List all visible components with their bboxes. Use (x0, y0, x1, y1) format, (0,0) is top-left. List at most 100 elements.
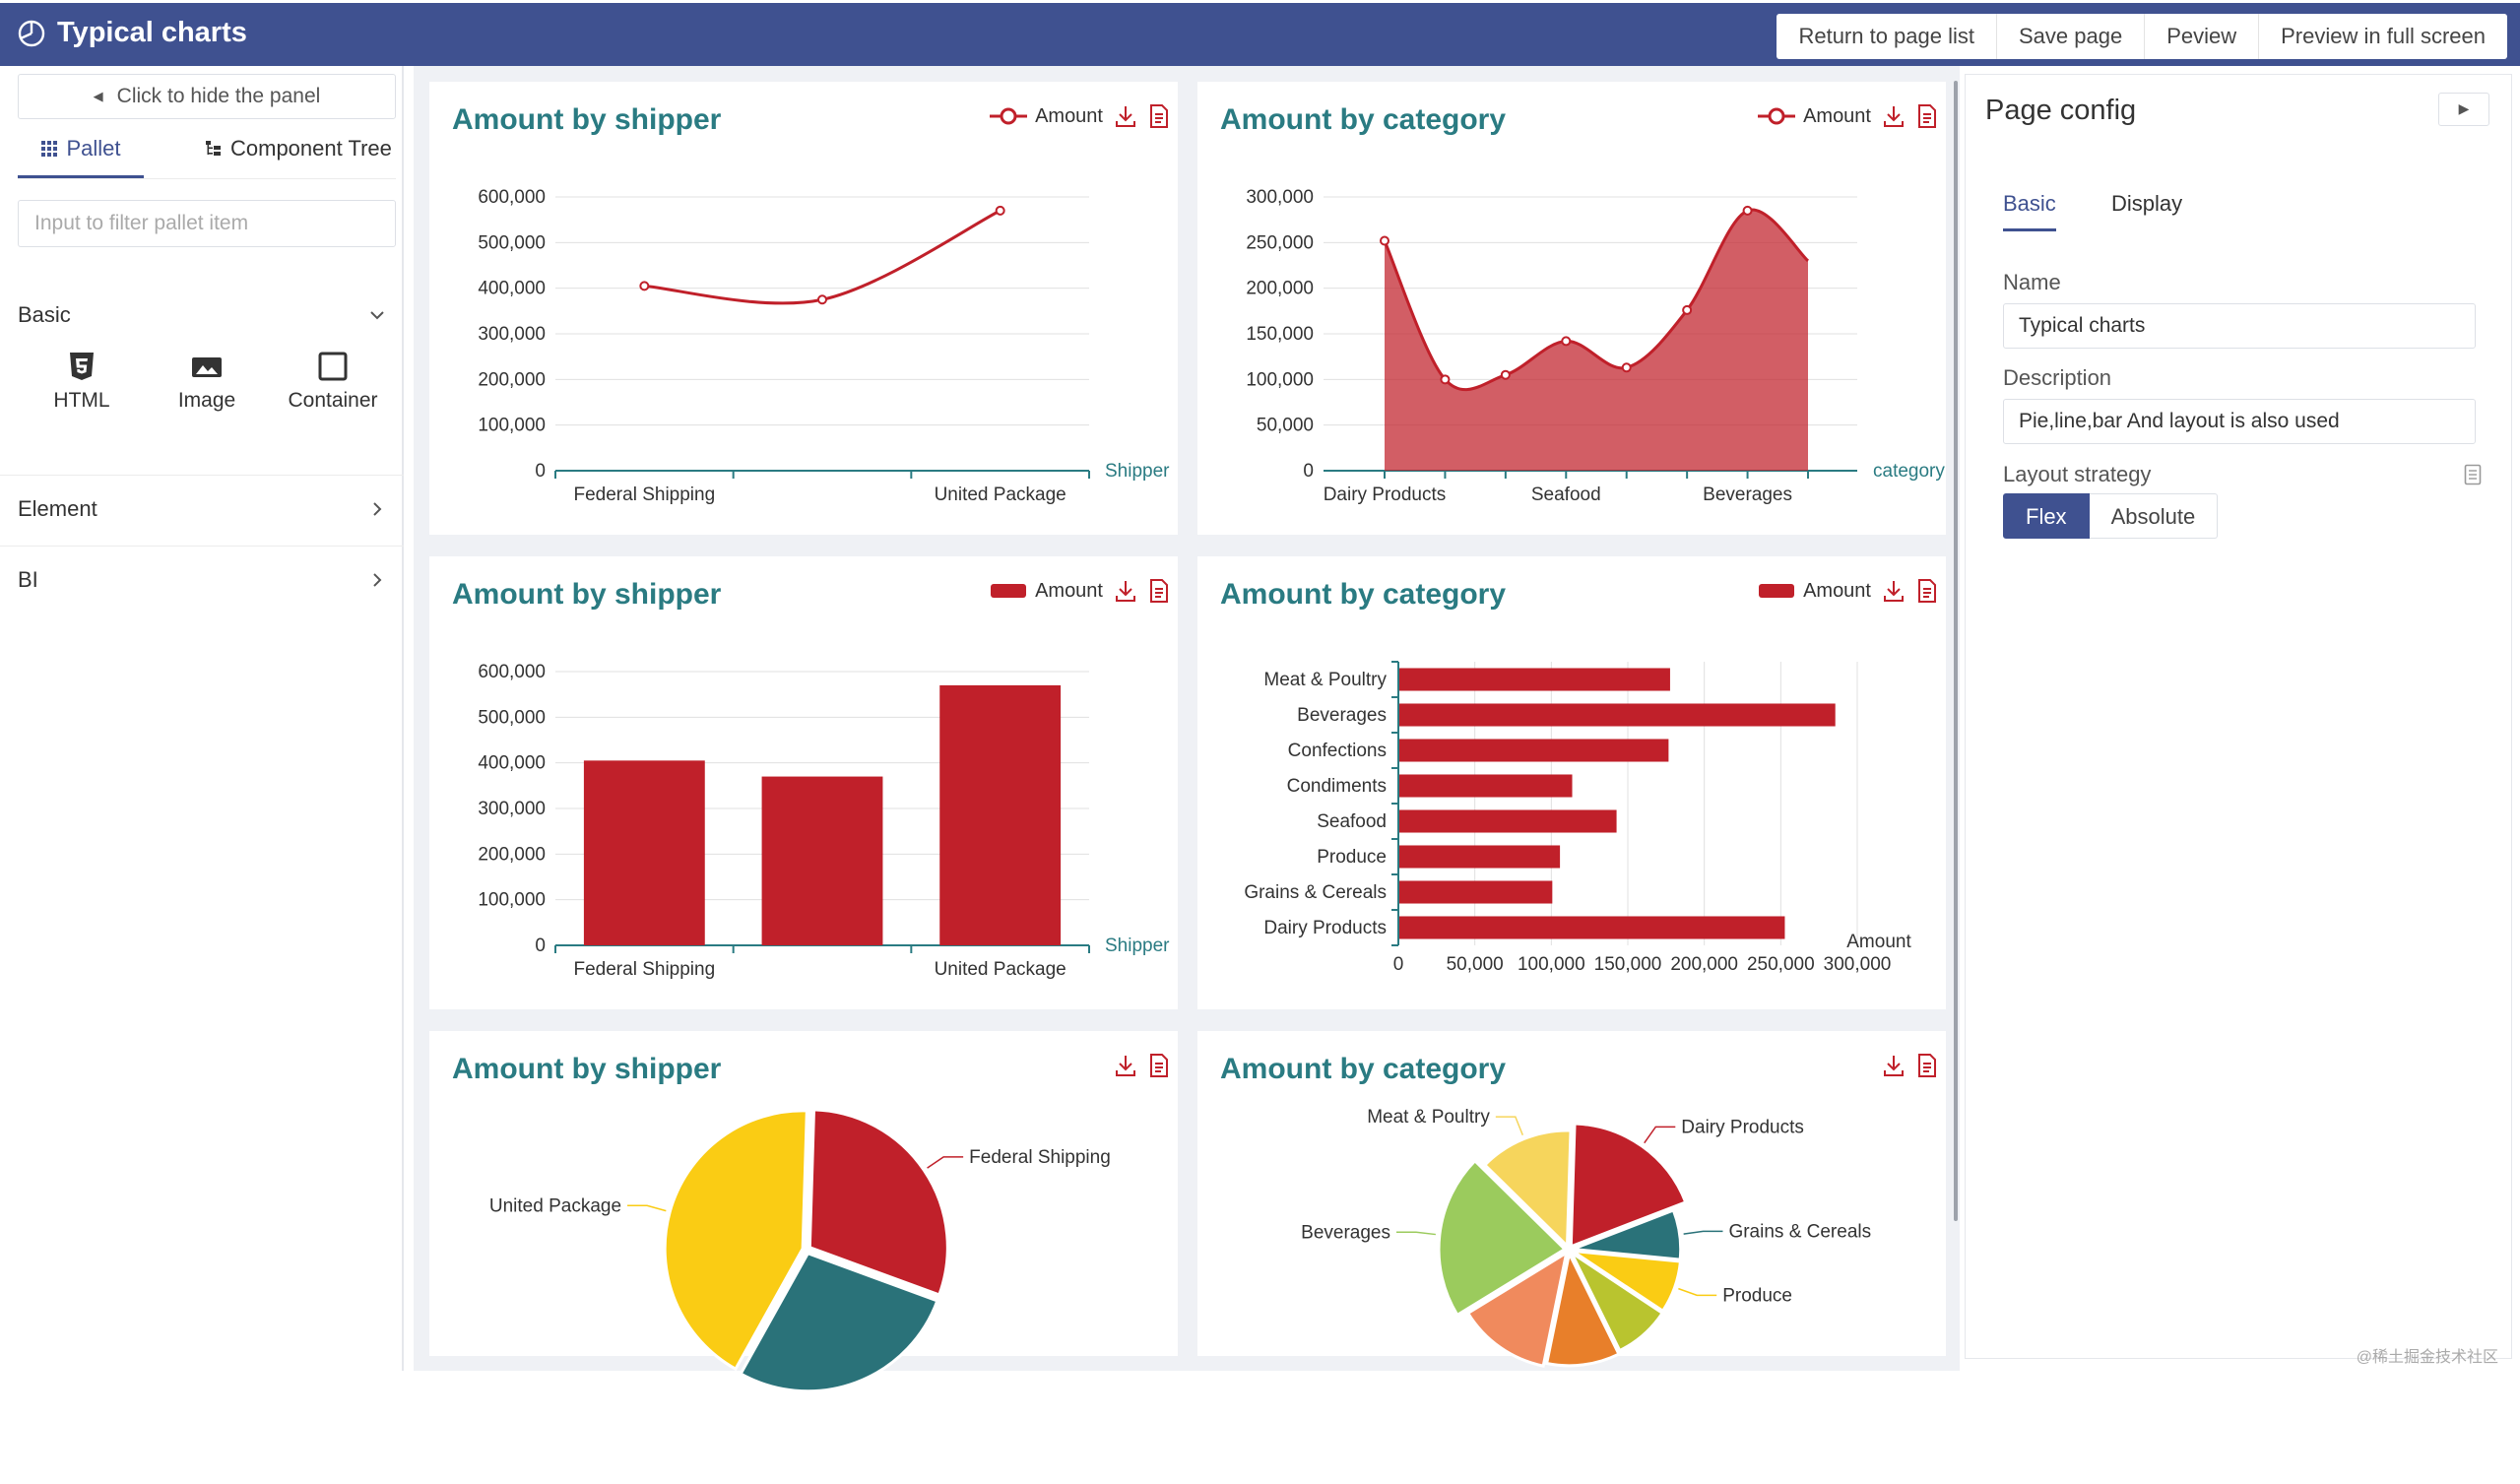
layout-strategy-label: Layout strategy (2003, 462, 2152, 486)
download-icon[interactable] (1881, 1053, 1906, 1078)
download-icon[interactable] (1113, 578, 1138, 604)
legend-item[interactable]: Amount (990, 105, 1103, 128)
chart-toolbar: Amount (1758, 103, 1938, 129)
chevron-down-icon (370, 311, 384, 320)
return-to-page-list-button[interactable]: Return to page list (1798, 24, 1974, 48)
legend-line-marker-icon (990, 107, 1028, 125)
download-glyph (1116, 1056, 1135, 1076)
chevron-right-icon (373, 502, 382, 516)
data-view-icon[interactable] (1148, 103, 1170, 129)
y-tick-label: Seafood (1317, 811, 1387, 832)
hide-panel-label: Click to hide the panel (116, 85, 321, 107)
section-basic-label: Basic (18, 302, 71, 327)
pie-label-line (1678, 1287, 1717, 1297)
description-input[interactable]: Pie,line,bar And layout is also used (2003, 399, 2476, 444)
legend-item[interactable]: Amount (990, 580, 1103, 603)
chart-toolbar (1881, 1053, 1938, 1078)
pallet-item-image[interactable]: Image (153, 352, 261, 413)
data-view-icon[interactable] (1148, 578, 1170, 604)
data-point (995, 205, 1005, 216)
data-view-icon[interactable] (1916, 1053, 1938, 1078)
x-tick-label: 300,000 (1824, 954, 1892, 975)
pie-slice (1482, 1129, 1573, 1250)
y-tick-label: Beverages (1297, 705, 1387, 726)
canvas-scrollbar[interactable] (1954, 81, 1958, 1221)
chart-title: Amount by category (1220, 578, 1507, 611)
chart-title: Amount by shipper (452, 1053, 722, 1085)
y-tick-label: 300,000 (478, 324, 546, 345)
download-icon[interactable] (1113, 1053, 1138, 1078)
layout-flex-option[interactable]: Flex (2003, 493, 2090, 539)
pie-label: Produce (1722, 1285, 1792, 1306)
collapse-right-panel-button[interactable]: ▶ (2438, 93, 2489, 126)
data-view-icon[interactable] (1148, 1053, 1170, 1078)
watermark: @稀土掘金技术社区 (2356, 1349, 2498, 1366)
chart-toolbar: Amount (990, 103, 1170, 129)
x-tick-label: 200,000 (1670, 954, 1738, 975)
data-view-glyph (1918, 104, 1936, 128)
pallet-filter-input[interactable] (18, 200, 396, 247)
tab-basic[interactable]: Basic (2003, 191, 2056, 231)
legend-item[interactable]: Amount (1758, 105, 1871, 128)
caret-left-icon: ◀ (93, 89, 103, 103)
pie-label-line (927, 1156, 964, 1169)
chart-card[interactable]: Amount by category Dairy Products Grains &… (1197, 1031, 1946, 1368)
preview-full-screen-button[interactable]: Preview in full screen (2258, 14, 2507, 59)
name-label: Name (2003, 270, 2061, 294)
x-tick-label: 0 (1393, 954, 1404, 975)
html5-icon (70, 353, 94, 380)
chart-card[interactable]: Amount by shipper Federal Shipping United … (429, 1031, 1178, 1393)
tab-display[interactable]: Display (2111, 191, 2183, 216)
header-actions: Return to page list Save page Peview Pre… (1777, 14, 2507, 59)
data-view-icon[interactable] (1916, 578, 1938, 604)
layout-strategy-toggle: Flex Absolute (2003, 493, 2219, 539)
download-icon[interactable] (1881, 103, 1906, 129)
x-tick-label: 150,000 (1594, 954, 1662, 975)
download-icon[interactable] (1113, 103, 1138, 129)
chart-card[interactable]: Amount by shipper Amount 0 100,000 200,000 30… (429, 82, 1178, 535)
data-view-icon[interactable] (1916, 103, 1938, 129)
y-tick-label: Dairy Products (1263, 918, 1387, 938)
pie-slice (1544, 1249, 1621, 1368)
chart-svg: 0 100,000 200,000 300,000 400,000 500,000 600,… (478, 662, 1170, 980)
bar (939, 684, 1062, 945)
chart-card[interactable]: Amount by category Amount 0 50,000 100,000 15… (1197, 82, 1946, 535)
data-point (639, 281, 650, 291)
pie-slice (1437, 1158, 1568, 1318)
y-tick-label: 600,000 (478, 662, 546, 682)
tab-pallet[interactable]: Pallet (18, 135, 144, 178)
y-tick-label: Condiments (1287, 776, 1387, 797)
data-point (1380, 235, 1389, 246)
y-tick-label: 500,000 (478, 707, 546, 728)
y-tick-label: 500,000 (478, 232, 546, 253)
pallet-item-container[interactable]: Container (279, 352, 387, 413)
legend-item[interactable]: Amount (1758, 580, 1871, 603)
document-icon[interactable] (2464, 464, 2482, 485)
y-tick-label: 250,000 (1246, 232, 1314, 253)
chart-card[interactable]: Amount by category Amount 0 50,000 100,000 15… (1197, 556, 1946, 1009)
caret-right-icon: ▶ (2458, 100, 2470, 116)
chart-card[interactable]: Amount by shipper Amount 0 100,000 200,000 30… (429, 556, 1178, 1009)
legend-label: Amount (1803, 579, 1871, 602)
data-view-glyph (1150, 1054, 1168, 1077)
data-point (1500, 369, 1511, 380)
section-basic-header[interactable]: Basic (18, 302, 396, 332)
grid-dots-icon (41, 141, 58, 157)
section-bi-header[interactable]: BI (18, 567, 396, 597)
save-page-button[interactable]: Save page (1996, 14, 2144, 59)
pie-label-line (1495, 1116, 1523, 1135)
name-input[interactable]: Typical charts (2003, 303, 2476, 349)
chart-toolbar: Amount (990, 578, 1170, 604)
x-tick-label: Beverages (1703, 484, 1792, 505)
pallet-item-html[interactable]: HTML (28, 352, 136, 413)
hide-panel-button[interactable]: ◀ Click to hide the panel (18, 74, 396, 119)
download-icon[interactable] (1881, 578, 1906, 604)
preview-button[interactable]: Peview (2144, 14, 2258, 59)
y-tick-label: 150,000 (1246, 324, 1314, 345)
tab-component-tree[interactable]: Component Tree (205, 135, 392, 178)
section-element-header[interactable]: Element (18, 496, 396, 526)
bar (1399, 845, 1561, 869)
pie-slice (1572, 1208, 1683, 1261)
layout-absolute-option[interactable]: Absolute (2089, 493, 2219, 539)
download-glyph (1884, 1056, 1904, 1076)
